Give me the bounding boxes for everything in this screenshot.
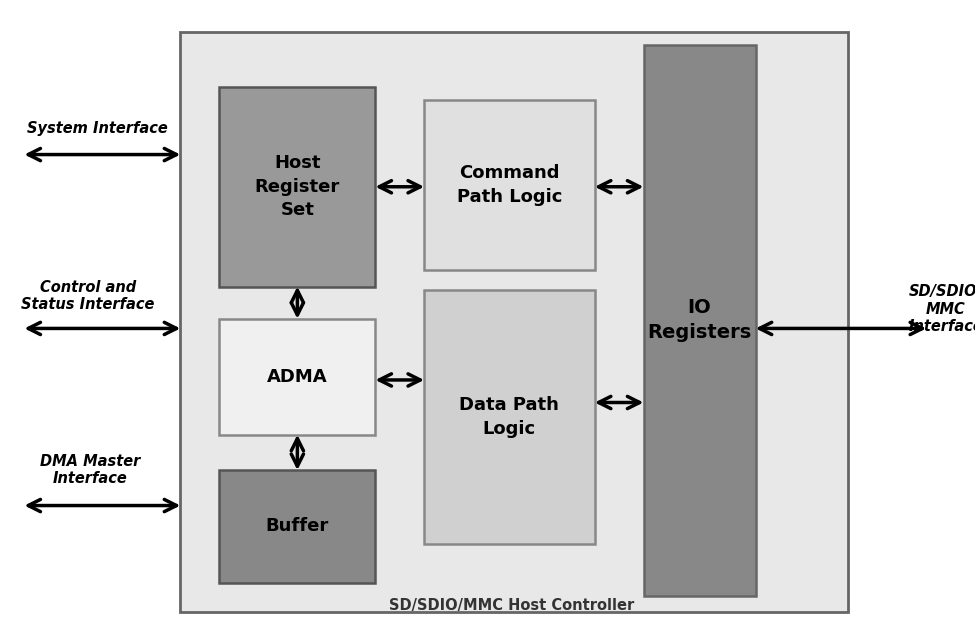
Text: SD/SDIO/
MMC
Interface: SD/SDIO/ MMC Interface — [909, 284, 975, 334]
Text: Command
Path Logic: Command Path Logic — [456, 164, 563, 206]
Text: System Interface: System Interface — [27, 121, 168, 137]
Text: Host
Register
Set: Host Register Set — [254, 154, 340, 220]
Text: Control and
Status Interface: Control and Status Interface — [21, 280, 154, 312]
Text: Data Path
Logic: Data Path Logic — [459, 396, 560, 438]
Text: DMA Master
Interface: DMA Master Interface — [40, 454, 139, 486]
Bar — [219, 87, 375, 287]
Text: SD/SDIO/MMC Host Controller: SD/SDIO/MMC Host Controller — [389, 598, 635, 613]
Bar — [219, 470, 375, 583]
Bar — [424, 290, 595, 544]
Bar — [219, 319, 375, 435]
Text: Buffer: Buffer — [266, 518, 329, 535]
Bar — [644, 45, 756, 596]
Text: ADMA: ADMA — [267, 368, 328, 386]
Bar — [424, 100, 595, 270]
Bar — [180, 32, 848, 612]
Text: IO
Registers: IO Registers — [647, 298, 752, 343]
